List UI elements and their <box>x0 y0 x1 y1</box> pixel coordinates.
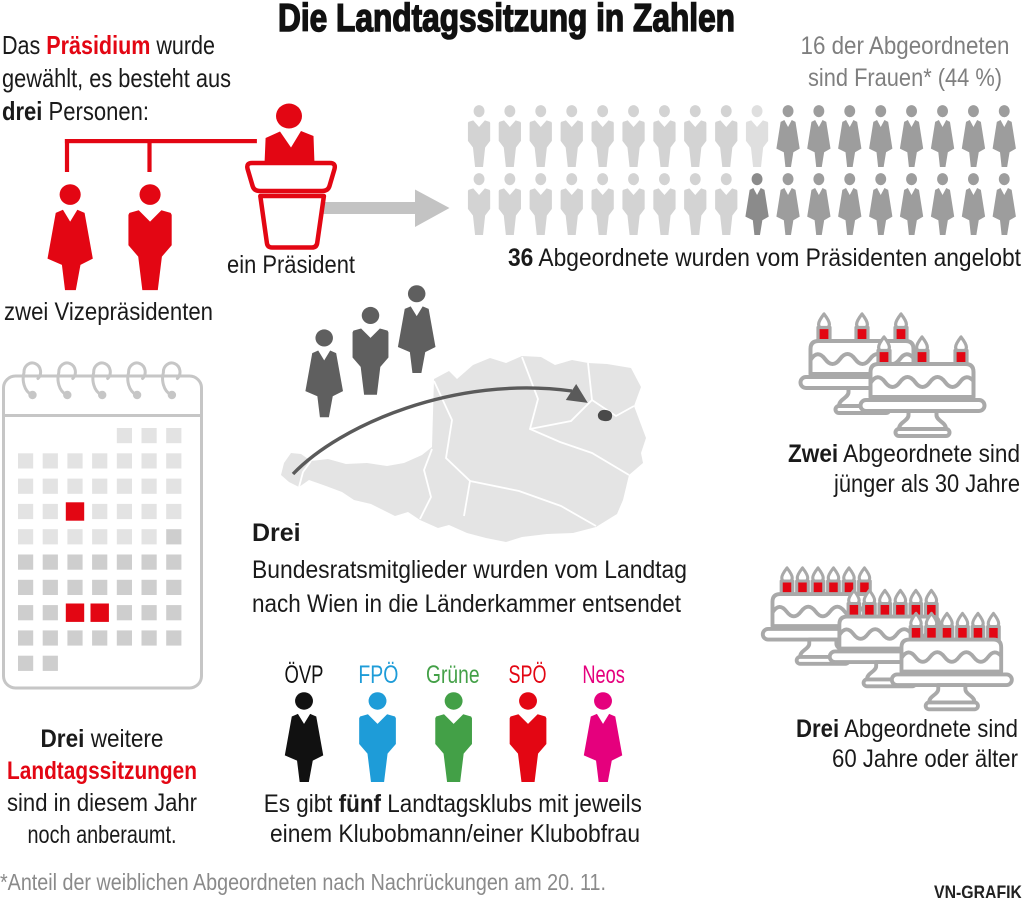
svg-text:60 Jahre oder älter: 60 Jahre oder älter <box>832 745 1018 773</box>
svg-text:noch anberaumt.: noch anberaumt. <box>28 821 177 849</box>
svg-text:Das Präsidium wurde: Das Präsidium wurde <box>2 30 215 60</box>
svg-text:sind in diesem Jahr: sind in diesem Jahr <box>7 789 197 817</box>
svg-text:Bundesratsmitglieder wurden vo: Bundesratsmitglieder wurden vom Landtag <box>252 556 687 584</box>
svg-text:Neos: Neos <box>582 661 625 689</box>
svg-text:Drei Abgeordnete sind: Drei Abgeordnete sind <box>796 715 1018 743</box>
svg-text:zwei Vizepräsidenten: zwei Vizepräsidenten <box>4 298 213 326</box>
svg-text:Drei weitere: Drei weitere <box>41 725 164 753</box>
svg-text:Es gibt fünf Landtagsklubs mit: Es gibt fünf Landtagsklubs mit jeweils <box>264 790 642 818</box>
svg-text:VN-GRAFIK: VN-GRAFIK <box>934 882 1023 898</box>
svg-text:nach Wien in die Länderkammer: nach Wien in die Länderkammer entsendet <box>252 590 681 618</box>
svg-text:SPÖ: SPÖ <box>509 661 547 689</box>
svg-text:sind Frauen* (44 %): sind Frauen* (44 %) <box>808 64 1002 92</box>
svg-text:16 der Abgeordneten: 16 der Abgeordneten <box>801 32 1010 60</box>
svg-text:einem Klubobmann/einer Klubobf: einem Klubobmann/einer Klubobfrau <box>270 820 640 848</box>
svg-text:Grüne: Grüne <box>426 661 480 689</box>
svg-text:gewählt, es besteht aus: gewählt, es besteht aus <box>2 63 231 93</box>
svg-text:36 Abgeordnete wurden vom Präs: 36 Abgeordnete wurden vom Präsidenten an… <box>508 244 1021 272</box>
svg-text:Drei: Drei <box>252 519 301 547</box>
svg-text:ÖVP: ÖVP <box>285 661 324 689</box>
svg-text:Landtagssitzungen: Landtagssitzungen <box>7 757 197 785</box>
svg-text:drei Personen:: drei Personen: <box>2 96 149 126</box>
svg-text:FPÖ: FPÖ <box>358 661 398 689</box>
svg-text:ein Präsident: ein Präsident <box>227 251 355 279</box>
svg-text:jünger als 30 Jahre: jünger als 30 Jahre <box>833 470 1020 498</box>
svg-text:Die Landtagssitzung in Zahlen: Die Landtagssitzung in Zahlen <box>278 0 735 40</box>
svg-text:*Anteil der weiblichen Abgeord: *Anteil der weiblichen Abgeordneten nach… <box>0 869 606 895</box>
svg-text:Zwei Abgeordnete sind: Zwei Abgeordnete sind <box>788 440 1020 468</box>
